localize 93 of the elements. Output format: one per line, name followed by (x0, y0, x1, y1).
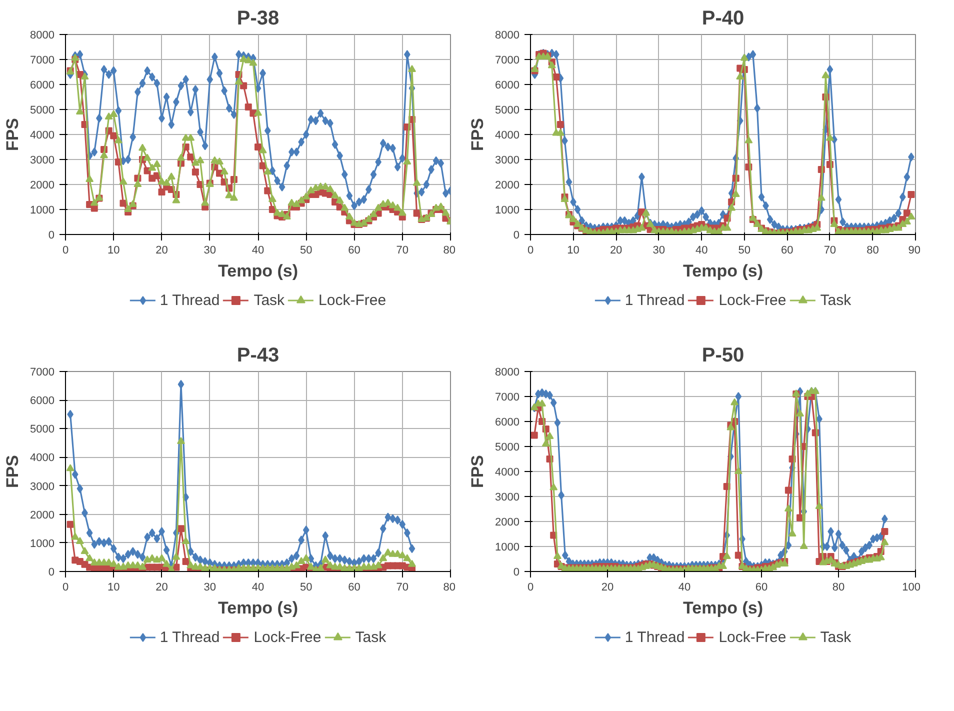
y-tick-label: 4000 (30, 130, 55, 142)
x-axis-title: Tempo (s) (218, 598, 298, 618)
y-tick-label: 2000 (30, 509, 55, 522)
x-tick-label: 70 (396, 582, 409, 594)
x-tick-label: 30 (652, 244, 665, 256)
y-axis-title: FPS (3, 454, 22, 488)
x-axis-title: Tempo (s) (683, 598, 763, 618)
y-axis-title: FPS (468, 454, 488, 488)
x-tick-label: 10 (108, 582, 120, 594)
y-tick-label: 7000 (30, 366, 55, 378)
legend-label: 1 Thread (624, 628, 685, 646)
x-tick-label: 90 (908, 244, 921, 256)
y-tick-label: 6000 (495, 80, 520, 92)
x-tick-label: 50 (300, 244, 312, 256)
y-tick-label: 7000 (495, 392, 520, 404)
y-tick-label: 8000 (495, 30, 520, 42)
x-tick-label: 0 (527, 582, 534, 594)
y-tick-label: 1000 (495, 542, 520, 554)
y-axis-title: FPS (468, 118, 488, 152)
y-tick-label: 3000 (30, 480, 55, 493)
x-tick-label: 40 (252, 582, 264, 594)
chart-title: P-40 (702, 8, 744, 30)
x-tick-label: 60 (781, 244, 794, 256)
legend-label: Lock-Free (718, 628, 786, 646)
y-tick-label: 3000 (495, 492, 520, 504)
y-tick-label: 3000 (30, 154, 55, 166)
x-tick-label: 10 (567, 244, 580, 256)
x-tick-label: 20 (156, 244, 168, 256)
x-tick-label: 20 (601, 582, 614, 594)
y-tick-label: 5000 (495, 104, 520, 116)
x-tick-label: 60 (755, 582, 768, 594)
y-tick-label: 0 (48, 230, 55, 242)
y-tick-label: 0 (513, 566, 520, 578)
y-tick-label: 4000 (30, 452, 55, 464)
y-tick-label: 7000 (30, 54, 55, 66)
legend-label: Task (820, 292, 852, 308)
x-tick-label: 30 (204, 244, 216, 256)
x-tick-label: 40 (252, 244, 264, 256)
chart-title: P-38 (236, 8, 280, 30)
x-tick-label: 60 (348, 582, 360, 594)
y-tick-label: 4000 (495, 466, 520, 478)
x-tick-label: 20 (610, 244, 622, 256)
legend-label: 1 Thread (624, 292, 685, 308)
x-tick-label: 40 (678, 582, 691, 594)
x-tick-label: 0 (62, 582, 69, 594)
x-tick-label: 80 (832, 582, 845, 594)
x-tick-label: 80 (443, 244, 456, 256)
y-tick-label: 2000 (30, 180, 55, 192)
y-tick-label: 4000 (495, 130, 520, 142)
y-tick-label: 8000 (495, 366, 520, 378)
x-tick-label: 60 (348, 244, 360, 256)
legend-label: 1 Thread (160, 292, 220, 308)
y-tick-label: 6000 (30, 80, 55, 92)
y-tick-label: 0 (48, 566, 55, 578)
y-tick-label: 5000 (495, 442, 520, 454)
x-tick-label: 0 (527, 244, 534, 256)
y-axis-title: FPS (3, 118, 22, 152)
x-tick-label: 20 (156, 582, 168, 594)
legend-label: Task (820, 628, 852, 646)
x-tick-label: 50 (738, 244, 751, 256)
y-tick-label: 3000 (495, 154, 520, 166)
y-tick-label: 6000 (495, 416, 520, 428)
y-tick-label: 5000 (30, 424, 55, 436)
legend-label: Task (355, 628, 386, 646)
chart-title: P-43 (236, 344, 280, 366)
legend-label: Lock-Free (254, 628, 322, 646)
y-tick-label: 6000 (30, 395, 55, 408)
x-tick-label: 100 (902, 582, 921, 594)
x-tick-label: 80 (866, 244, 879, 256)
y-tick-label: 1000 (30, 538, 55, 550)
chart-title: P-50 (702, 344, 744, 366)
x-tick-label: 80 (443, 582, 456, 594)
legend-label: Lock-Free (718, 292, 786, 308)
y-tick-label: 1000 (495, 204, 520, 216)
x-tick-label: 0 (62, 244, 69, 256)
legend-label: Lock-Free (318, 292, 386, 308)
x-axis-title: Tempo (s) (218, 262, 298, 280)
x-tick-label: 70 (396, 244, 409, 256)
y-tick-label: 1000 (30, 204, 55, 216)
legend-label: 1 Thread (160, 628, 220, 646)
x-tick-label: 30 (204, 582, 216, 594)
legend-label: Task (254, 292, 285, 308)
x-axis-title: Tempo (s) (683, 262, 763, 280)
y-tick-label: 2000 (495, 516, 520, 528)
x-tick-label: 40 (695, 244, 708, 256)
y-tick-label: 7000 (495, 54, 520, 66)
x-tick-label: 50 (300, 582, 312, 594)
y-tick-label: 8000 (30, 30, 55, 42)
y-tick-label: 5000 (30, 104, 55, 116)
y-tick-label: 0 (513, 230, 520, 242)
x-tick-label: 70 (824, 244, 836, 256)
y-tick-label: 2000 (495, 180, 520, 192)
x-tick-label: 10 (108, 244, 120, 256)
